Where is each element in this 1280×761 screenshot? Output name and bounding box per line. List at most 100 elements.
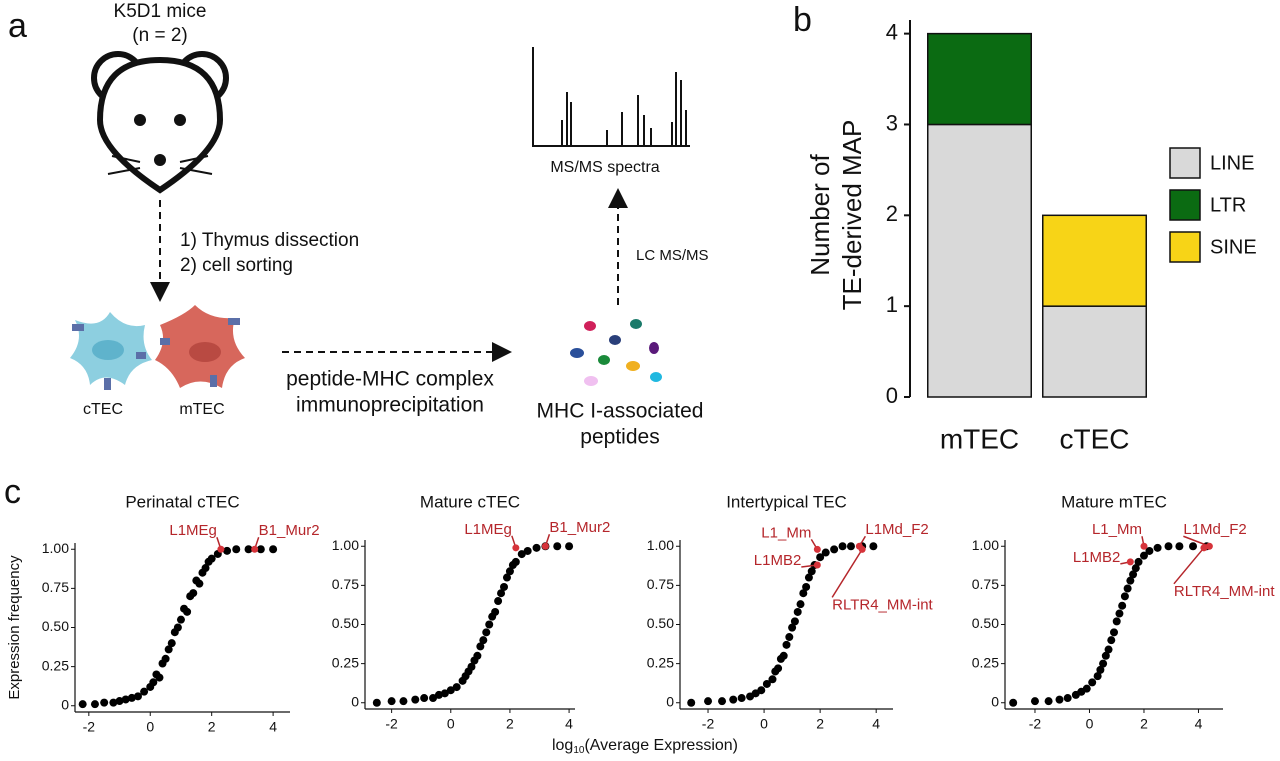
legend-swatch	[1169, 231, 1201, 263]
y-tick-label: 0	[991, 693, 999, 709]
point	[155, 673, 164, 682]
y-tick-label: 0.50	[332, 615, 359, 631]
point	[183, 607, 192, 616]
point	[201, 564, 210, 573]
y-tick-label: 0.75	[972, 576, 999, 592]
point	[1063, 694, 1072, 703]
point	[476, 642, 485, 651]
point	[1099, 659, 1108, 668]
point	[189, 589, 198, 598]
point	[173, 623, 182, 632]
x-tick-label: 4	[565, 716, 573, 732]
point	[473, 651, 482, 660]
point	[1120, 592, 1129, 601]
y-tick-label: 1.00	[647, 537, 674, 553]
point	[269, 545, 278, 554]
peptide-dots	[570, 319, 662, 386]
y-axis-label: Number of	[805, 154, 835, 276]
y-tick-label: 0.75	[42, 579, 69, 595]
point	[372, 698, 381, 707]
x-axis-label: log10(Average Expression)	[552, 737, 738, 755]
point	[687, 698, 696, 707]
point	[785, 633, 794, 642]
point	[729, 695, 738, 704]
y-axis-label: TE-derived MAP	[837, 120, 867, 311]
point	[523, 546, 532, 555]
y-tick-label: 1.00	[332, 537, 359, 553]
point	[420, 694, 429, 703]
point	[1115, 609, 1124, 618]
x-tick-label: 0	[146, 719, 154, 735]
x-tick-label: 2	[1140, 716, 1148, 732]
point	[223, 546, 232, 555]
y-tick-label: 0	[886, 383, 898, 408]
point	[1096, 665, 1105, 674]
workflow-diagram: K5D1 mice (n = 2) 1) Thymus dissection 2…	[70, 1, 709, 449]
y-tick-label: 1.00	[42, 540, 69, 556]
annotated-point	[813, 561, 821, 569]
point	[1110, 628, 1118, 637]
point	[500, 582, 509, 591]
xlabel-part: (Average Expression)	[584, 737, 738, 754]
point	[482, 628, 491, 637]
point	[804, 573, 813, 582]
panel-label: a	[8, 7, 27, 45]
point	[774, 664, 783, 673]
point	[232, 545, 241, 554]
annotation-label: L1Md_F2	[1183, 521, 1246, 538]
ip-label: peptide-MHC complex	[286, 368, 494, 391]
bar-segment	[927, 32, 1032, 126]
point	[1145, 546, 1154, 555]
point	[1101, 651, 1110, 660]
point	[1164, 542, 1173, 551]
annotation-label: L1MEg	[464, 521, 512, 538]
legend-label: SINE	[1210, 236, 1257, 258]
annotated-point	[1140, 542, 1148, 550]
x-tick-label: -2	[83, 719, 96, 735]
point	[517, 550, 526, 559]
annotated-point	[217, 545, 225, 553]
point	[838, 542, 847, 551]
annotated-point	[1200, 544, 1208, 552]
y-tick-label: 0.50	[972, 615, 999, 631]
point	[511, 557, 520, 566]
peptide-label: peptides	[580, 426, 659, 449]
point	[446, 686, 455, 695]
point	[167, 639, 176, 648]
chart-title: Mature mTEC	[1061, 492, 1167, 511]
x-tick-label: 0	[760, 716, 768, 732]
point	[467, 662, 476, 671]
point	[1129, 570, 1138, 579]
point	[1093, 672, 1102, 681]
y-tick-label: 0.25	[972, 654, 999, 670]
n-label: (n = 2)	[132, 25, 187, 46]
annotated-point	[813, 545, 821, 553]
panel-label: c	[4, 473, 21, 511]
y-axis-label: Expression frequency	[6, 555, 23, 700]
point	[90, 700, 99, 709]
point	[109, 698, 118, 707]
ip-label: immunoprecipitation	[296, 394, 484, 417]
point	[149, 678, 158, 687]
x-tick-label: 2	[506, 716, 514, 732]
annotated-point	[541, 542, 549, 550]
y-tick-label: 0.75	[332, 576, 359, 592]
point	[790, 617, 799, 626]
point	[127, 693, 136, 702]
point	[782, 640, 791, 649]
y-tick-label: 0.50	[647, 615, 674, 631]
point	[494, 597, 503, 606]
point	[816, 553, 825, 562]
mouse-icon	[91, 51, 229, 194]
point	[78, 700, 87, 709]
spectra-label: MS/MS spectra	[550, 159, 659, 176]
point	[1131, 564, 1140, 573]
point	[387, 697, 396, 706]
point	[176, 615, 185, 624]
mice-label: K5D1 mice	[114, 1, 207, 22]
annotation-label: B1_Mur2	[549, 519, 610, 536]
point	[799, 589, 808, 598]
x-tick-label: cTEC	[1060, 423, 1130, 454]
point	[164, 645, 173, 654]
